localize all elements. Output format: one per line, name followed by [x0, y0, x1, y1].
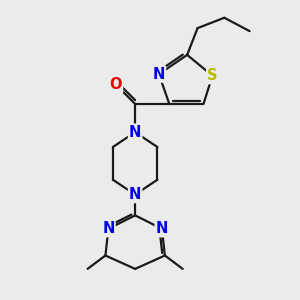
Text: N: N — [129, 125, 141, 140]
Text: N: N — [156, 221, 168, 236]
Text: S: S — [207, 68, 218, 83]
Text: N: N — [129, 187, 141, 202]
Text: N: N — [153, 67, 165, 82]
Text: N: N — [102, 221, 115, 236]
Text: O: O — [110, 77, 122, 92]
